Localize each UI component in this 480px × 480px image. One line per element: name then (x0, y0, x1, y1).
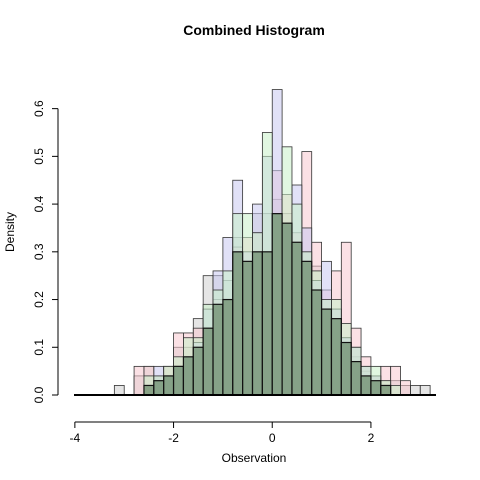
histogram-bar-series-0-bin-30 (419, 385, 431, 396)
x-axis-label: Observation (222, 451, 287, 465)
overlap-bar-bin-8 (222, 298, 234, 396)
y-tick-label: 0.6 (32, 100, 46, 117)
overlap-bar-bin-2 (163, 375, 175, 396)
overlap-bar-bin-16 (301, 260, 313, 396)
x-tick-label: -4 (70, 431, 81, 445)
overlap-layer (143, 213, 392, 396)
overlap-bar-bin-17 (311, 289, 323, 396)
overlap-bar-bin-20 (340, 341, 352, 396)
overlap-bar-bin-10 (242, 260, 254, 396)
overlap-bar-bin-1 (153, 380, 165, 396)
y-tick-label: 0.1 (32, 339, 46, 356)
overlap-bar-bin-14 (281, 222, 293, 396)
x-tick-label: 0 (269, 431, 276, 445)
overlap-bar-bin-24 (380, 384, 392, 396)
histogram-bar-series-0-bin-0 (113, 385, 125, 396)
y-tick-label: 0.5 (32, 148, 46, 165)
overlap-bar-bin-19 (330, 318, 342, 396)
histogram-bar-series-1-bin-0 (133, 365, 145, 396)
overlap-bar-bin-15 (291, 241, 303, 396)
x-axis: -4 -2 0 2 (70, 421, 375, 445)
overlap-bar-bin-3 (172, 365, 185, 396)
overlap-bar-bin-7 (212, 303, 224, 396)
y-axis: 0.0 0.1 0.2 0.3 0.4 0.5 0.6 (32, 100, 59, 403)
overlap-bar-bin-23 (370, 380, 382, 396)
overlap-bar-bin-11 (251, 251, 263, 396)
overlap-bar-bin-21 (350, 360, 362, 396)
overlap-bar-bin-22 (360, 375, 372, 396)
histogram-bar-series-0-bin-29 (409, 385, 421, 396)
histogram-bar-series-3-bin-25 (390, 385, 401, 396)
overlap-bar-bin-12 (261, 251, 273, 396)
y-tick-label: 0.4 (32, 195, 46, 212)
overlap-bar-bin-13 (271, 213, 283, 396)
y-tick-label: 0.2 (32, 291, 46, 308)
histogram-bar-series-1-bin-27 (400, 380, 411, 396)
chart-title: Combined Histogram (183, 22, 325, 38)
overlap-bar-bin-5 (192, 346, 204, 396)
overlap-bar-bin-0 (143, 384, 155, 396)
y-tick-label: 0.0 (32, 386, 46, 403)
y-axis-label: Density (3, 212, 17, 252)
overlap-bar-bin-4 (182, 356, 194, 396)
x-tick-label: 2 (368, 431, 375, 445)
overlap-bar-bin-9 (232, 251, 244, 396)
overlap-bar-bin-18 (320, 308, 333, 396)
y-tick-label: 0.3 (32, 243, 46, 260)
overlap-bar-bin-6 (202, 327, 214, 396)
x-tick-label: -2 (168, 431, 179, 445)
